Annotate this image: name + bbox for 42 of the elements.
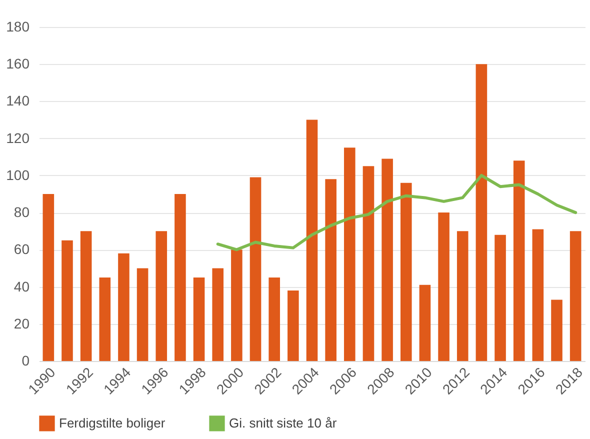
bar xyxy=(494,234,506,361)
bar xyxy=(551,300,562,361)
y-tick-label: 120 xyxy=(6,130,30,146)
y-tick-label: 40 xyxy=(14,278,30,294)
bar xyxy=(268,278,280,361)
bar xyxy=(174,194,186,361)
bar xyxy=(99,278,111,361)
bar xyxy=(136,268,148,361)
bar xyxy=(513,160,525,361)
bar xyxy=(570,231,582,361)
bar xyxy=(400,182,412,361)
line-series xyxy=(216,174,578,252)
bar xyxy=(419,284,431,361)
bar xyxy=(532,229,544,361)
bar xyxy=(42,194,54,361)
bar xyxy=(80,231,92,361)
legend-label: Ferdigstilte boliger xyxy=(59,415,166,430)
y-tick-label: 20 xyxy=(14,315,30,332)
y-tick-label: 160 xyxy=(6,56,30,72)
bar xyxy=(438,212,450,361)
y-tick-label: 140 xyxy=(6,92,30,109)
legend-label: Gi. snitt siste 10 år xyxy=(229,415,338,430)
bar xyxy=(476,64,488,361)
bar xyxy=(118,253,130,361)
y-tick-label: 80 xyxy=(14,204,30,220)
bar xyxy=(456,231,468,361)
bar xyxy=(306,120,318,361)
bar xyxy=(62,240,73,361)
y-tick-label: 180 xyxy=(6,18,30,34)
bar xyxy=(231,250,242,361)
bar xyxy=(344,148,356,361)
bar xyxy=(156,231,168,361)
bar xyxy=(288,290,299,361)
bar xyxy=(382,158,393,361)
bar xyxy=(362,166,374,361)
bar xyxy=(325,179,336,361)
bar xyxy=(193,278,205,361)
y-tick-label: 0 xyxy=(22,352,30,368)
y-tick-label: 60 xyxy=(14,241,30,258)
y-tick-label: 100 xyxy=(6,166,30,183)
bar xyxy=(212,268,224,361)
bar xyxy=(250,177,262,361)
